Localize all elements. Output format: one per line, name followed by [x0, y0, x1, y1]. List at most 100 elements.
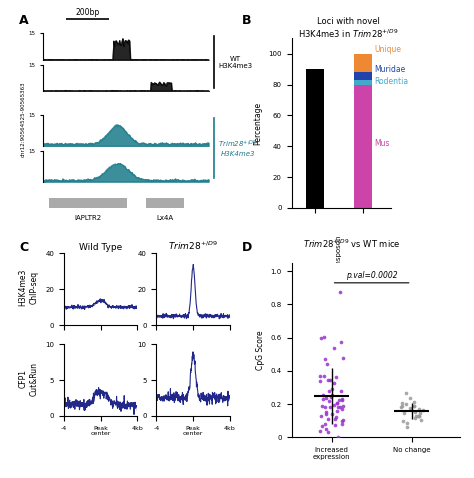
Bar: [146, 198, 183, 208]
Point: [339, 416, 346, 424]
Point: [336, 396, 343, 404]
Point: [317, 412, 325, 420]
Point: [325, 415, 332, 423]
Point: [411, 414, 419, 422]
Text: Wild Type: Wild Type: [79, 242, 123, 251]
Point: [410, 399, 418, 406]
Point: [327, 376, 334, 384]
Point: [338, 405, 346, 413]
Text: Lx4A: Lx4A: [156, 215, 173, 221]
Point: [401, 409, 408, 417]
Point: [322, 394, 330, 402]
Point: [412, 413, 420, 420]
Text: Transposon: Transposon: [336, 236, 342, 275]
Point: [407, 405, 415, 413]
Point: [317, 427, 324, 435]
Point: [336, 289, 343, 296]
Point: [330, 380, 337, 387]
Point: [337, 387, 344, 395]
Point: [397, 403, 404, 411]
Point: [330, 344, 338, 352]
Point: [331, 415, 339, 423]
Point: [419, 407, 427, 414]
Point: [319, 391, 327, 399]
Point: [328, 410, 336, 418]
Bar: [49, 198, 127, 208]
Y-axis label: CpG Score: CpG Score: [256, 330, 265, 370]
Point: [416, 412, 423, 420]
Point: [403, 420, 411, 427]
Point: [325, 397, 332, 405]
Point: [320, 334, 328, 341]
Point: [414, 412, 422, 420]
Point: [415, 405, 422, 413]
Text: $\it{Trim28}$$^{+/D9}$ vs WT mice: $\it{Trim28}$$^{+/D9}$ vs WT mice: [303, 237, 401, 250]
Point: [337, 403, 344, 411]
Point: [398, 402, 406, 410]
Point: [402, 400, 410, 408]
Text: chr12:90564525-90565363: chr12:90564525-90565363: [20, 82, 25, 157]
Bar: [306, 69, 324, 208]
Point: [321, 420, 328, 428]
Text: CFP1
Cut&Run: CFP1 Cut&Run: [19, 361, 38, 396]
Point: [334, 403, 341, 411]
Point: [401, 390, 409, 397]
Point: [318, 335, 325, 342]
Bar: [354, 85, 372, 208]
Point: [330, 401, 338, 408]
Point: [319, 402, 326, 410]
Point: [338, 395, 346, 403]
Point: [407, 394, 414, 402]
Point: [406, 404, 414, 412]
Point: [322, 425, 330, 433]
Point: [418, 416, 425, 424]
Point: [337, 338, 345, 346]
Text: $\it{Trim28}$$^{+/D9}$: $\it{Trim28}$$^{+/D9}$: [168, 239, 219, 251]
Point: [328, 385, 336, 392]
Point: [324, 376, 332, 384]
Point: [338, 421, 346, 428]
Text: Rodentia: Rodentia: [374, 77, 409, 86]
Point: [321, 355, 329, 363]
Point: [411, 409, 419, 416]
Point: [322, 410, 330, 417]
Point: [333, 400, 340, 407]
Text: H3K4me3
ChIP-seq: H3K4me3 ChIP-seq: [19, 269, 38, 306]
Text: WT
H3K4me3: WT H3K4me3: [218, 55, 252, 69]
Point: [327, 393, 334, 401]
Point: [332, 373, 339, 380]
Text: Loci with novel
H3K4me3 in $\it{Trim28}$$^{+/D9}$: Loci with novel H3K4me3 in $\it{Trim28}$…: [298, 17, 399, 40]
Point: [403, 423, 410, 430]
Point: [326, 402, 333, 410]
Point: [338, 396, 346, 403]
Text: Mus: Mus: [374, 139, 390, 148]
Point: [399, 399, 406, 407]
Point: [334, 399, 341, 406]
Y-axis label: Percentage: Percentage: [254, 101, 263, 145]
Point: [416, 412, 423, 419]
Point: [410, 402, 418, 410]
Text: Unique: Unique: [374, 44, 401, 54]
Point: [334, 407, 341, 415]
Text: IAPLTR2: IAPLTR2: [75, 215, 102, 221]
Bar: [354, 54, 372, 72]
Bar: [354, 80, 372, 85]
Point: [321, 403, 329, 411]
Text: D: D: [242, 241, 252, 254]
Point: [319, 422, 326, 430]
Point: [340, 355, 347, 362]
Point: [416, 409, 423, 416]
Text: p.val=0.0002: p.val=0.0002: [346, 271, 398, 280]
Point: [400, 417, 407, 424]
Point: [328, 391, 336, 399]
Text: A: A: [19, 14, 28, 27]
Point: [410, 402, 418, 410]
Text: Muridae: Muridae: [374, 65, 406, 74]
Text: B: B: [242, 14, 251, 27]
Point: [339, 402, 347, 410]
Point: [324, 429, 332, 436]
Point: [323, 360, 331, 368]
Point: [332, 413, 339, 421]
Point: [319, 395, 327, 403]
Point: [334, 434, 342, 441]
